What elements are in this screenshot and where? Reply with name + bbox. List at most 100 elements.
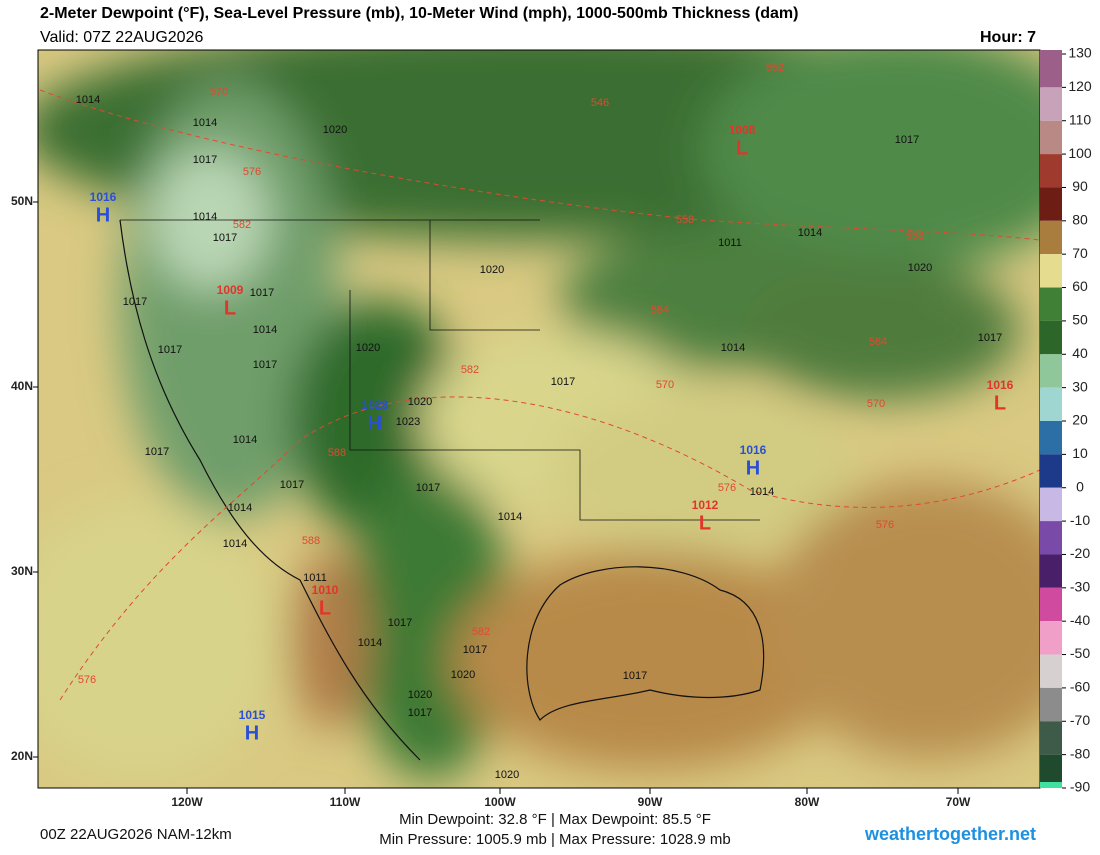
thickness-label: 576: [876, 519, 894, 531]
isobar-label: 1020: [908, 262, 932, 274]
lon-label: 90W: [638, 795, 663, 809]
colorbar-segment: [1040, 621, 1062, 655]
colorbar-tick-label: 90: [1072, 178, 1088, 194]
isobar-label: 1017: [551, 376, 575, 388]
colorbar-segment: [1040, 487, 1062, 522]
isobar-label: 1017: [250, 287, 274, 299]
isobar-label: 1020: [356, 342, 380, 354]
colorbar-segment: [1040, 54, 1062, 88]
isobar-label: 1020: [451, 669, 475, 681]
valid-time: Valid: 07Z 22AUG2026: [40, 29, 203, 46]
thickness-label: 570: [656, 379, 674, 391]
isobar-label: 1017: [623, 670, 647, 682]
isobar-label: 1014: [721, 342, 745, 354]
isobar-label: 1017: [895, 134, 919, 146]
isobar-label: 1014: [233, 434, 257, 446]
colorbar-segment: [1040, 587, 1062, 622]
colorbar-tick-label: -80: [1070, 745, 1090, 761]
thickness-contour: [39, 89, 1040, 241]
colorbar-segment: [1040, 754, 1062, 788]
thickness-label: 564: [869, 336, 887, 348]
isobar-label: 1014: [358, 637, 382, 649]
isobar-label: 1014: [193, 117, 217, 129]
isobar-label: 1020: [480, 264, 504, 276]
lat-label: 40N: [11, 379, 33, 393]
dewpoint-shading: [38, 50, 1040, 780]
thickness-label: 564: [651, 304, 669, 316]
pressure-center-value: 1012: [692, 498, 719, 512]
colorbar-tick-label: 0: [1076, 478, 1084, 494]
thickness-label: 588: [302, 535, 320, 547]
pressure-center-letter: H: [368, 412, 382, 434]
colorbar-segment: [1040, 421, 1062, 455]
colorbar: 1301201101009080706050403020100-10-20-30…: [1040, 45, 1092, 795]
isobar-label: 1014: [798, 227, 822, 239]
site-credit: weathertogether.net: [864, 824, 1036, 844]
colorbar-tick-label: -70: [1070, 712, 1090, 728]
thickness-label: 570: [867, 398, 885, 410]
colorbar-tick-label: 60: [1072, 278, 1088, 294]
map-labels: 1016H1009L1028H1008L1016L1016H1012L1010L…: [76, 62, 1014, 781]
thickness-label: 576: [78, 674, 96, 686]
lat-label: 30N: [11, 564, 33, 578]
pressure-center-letter: H: [746, 457, 760, 479]
colorbar-tick-label: 120: [1068, 78, 1092, 94]
thickness-label: 576: [243, 166, 261, 178]
colorbar-tick-label: 10: [1072, 445, 1088, 461]
isobar-label: 1020: [408, 396, 432, 408]
thickness-label: 558: [906, 230, 924, 242]
isobar-label: 1014: [750, 486, 774, 498]
lon-label: 80W: [795, 795, 820, 809]
colorbar-segment: [1040, 554, 1062, 588]
colorbar-segment: [1040, 220, 1062, 255]
isobar-label: 1014: [228, 502, 252, 514]
map-field: 1016H1009L1028H1008L1016L1016H1012L1010L…: [38, 50, 1040, 788]
isobar-label: 1017: [213, 232, 237, 244]
pacific-coast: [119, 219, 421, 761]
thickness-label: 582: [233, 219, 251, 231]
pressure-center-value: 1016: [987, 378, 1014, 392]
lon-label: 120W: [171, 795, 203, 809]
thickness-contour: [59, 396, 1040, 701]
colorbar-segment: [1040, 154, 1062, 188]
colorbar-segment: [1040, 287, 1062, 321]
pressure-center-value: 1015: [239, 708, 266, 722]
pressure-center-letter: L: [319, 597, 331, 619]
colorbar-tick-label: -60: [1070, 679, 1090, 695]
isobar-label: 1017: [280, 479, 304, 491]
forecast-hour: Hour: 7: [980, 29, 1036, 46]
isobar-label: 1017: [193, 154, 217, 166]
colorbar-tick-label: -10: [1070, 512, 1090, 528]
title: 2-Meter Dewpoint (°F), Sea-Level Pressur…: [40, 5, 798, 22]
colorbar-segment: [1040, 454, 1062, 488]
isobar-label: 1023: [396, 416, 420, 428]
pressure-center-letter: H: [96, 204, 110, 226]
isobar-label: 1017: [123, 296, 147, 308]
colorbar-tick-label: -50: [1070, 645, 1090, 661]
pressure-center-value: 1028: [362, 398, 389, 412]
pressure-range: Min Pressure: 1005.9 mb | Max Pressure: …: [379, 831, 731, 848]
colorbar-segment: [1040, 654, 1062, 688]
pressure-center-value: 1016: [740, 443, 767, 457]
isobar-label: 1017: [253, 359, 277, 371]
isobar-label: 1014: [193, 211, 217, 223]
thickness-label: 576: [718, 482, 736, 494]
colorbar-tick-label: 130: [1068, 45, 1092, 61]
thickness-label: 582: [461, 364, 479, 376]
isobar-label: 1017: [158, 344, 182, 356]
colorbar-tick-label: -90: [1070, 779, 1090, 795]
pressure-center-letter: L: [224, 297, 236, 319]
colorbar-tick-label: -30: [1070, 579, 1090, 595]
isobar-label: 1014: [223, 538, 247, 550]
colorbar-tick-label: 50: [1072, 312, 1088, 328]
thickness-label: 570: [210, 86, 228, 98]
gulf-coast: [526, 566, 765, 721]
colorbar-segment: [1040, 387, 1062, 421]
isobar-label: 1017: [388, 617, 412, 629]
colorbar-tick-label: 100: [1068, 145, 1092, 161]
isobar-label: 1020: [495, 769, 519, 781]
pressure-center-letter: L: [699, 512, 711, 534]
lat-label: 50N: [11, 194, 33, 208]
colorbar-segment: [1040, 87, 1062, 121]
